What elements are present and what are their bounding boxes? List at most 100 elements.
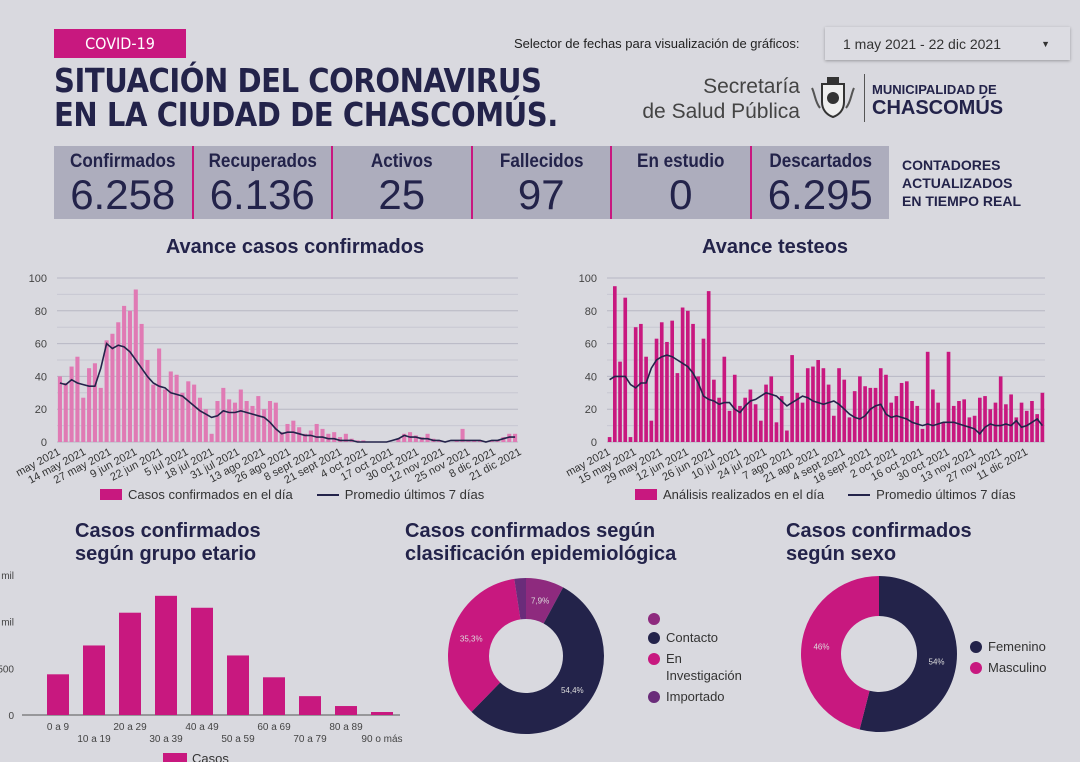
- bar: [816, 360, 821, 442]
- bar: [670, 320, 675, 442]
- secretaria-line-2: de Salud Pública: [642, 100, 800, 123]
- bar: [957, 401, 961, 442]
- kpi-descartados: Descartados 6.295: [752, 146, 890, 219]
- bar: [227, 399, 232, 442]
- chart-title-epi: Casos confirmados según clasificación ep…: [405, 520, 677, 565]
- epi-legend: Contacto En Investigación Importado: [648, 610, 751, 709]
- y-tick-label: 40: [35, 371, 47, 383]
- kpi-value: 6.295: [767, 171, 873, 218]
- bar: [826, 384, 831, 442]
- bar: [727, 410, 732, 442]
- bar: [75, 356, 80, 442]
- bar: [628, 437, 633, 442]
- legend-item: En Investigación: [648, 650, 751, 684]
- bar: [659, 322, 664, 442]
- municipality-logo: MUNICIPALIDAD DE CHASCOMÚS: [872, 80, 1003, 118]
- bar: [302, 433, 308, 442]
- bar: [633, 327, 638, 442]
- legend-testeos: Análisis realizados en el día Promedio úl…: [635, 487, 1016, 502]
- legend-item: Masculino: [970, 659, 1073, 676]
- bar: [925, 351, 930, 442]
- legend-bar-swatch: [635, 489, 657, 500]
- bar: [133, 289, 138, 442]
- legend-line-swatch: [316, 493, 339, 496]
- date-range-value: 1 may 2021 - 22 dic 2021: [843, 35, 1001, 52]
- donut-slice: [801, 576, 879, 730]
- legend-item: Contacto: [648, 629, 751, 646]
- municipal-crest-icon: [811, 77, 855, 119]
- bar: [936, 402, 940, 442]
- bar: [873, 387, 878, 442]
- x-tick-label: 0 a 9: [47, 722, 70, 733]
- legend-label: Importado: [666, 689, 725, 704]
- page-title: SITUACIÓN DEL CORONAVIRUS EN LA CIUDAD DE…: [54, 64, 558, 132]
- x-tick-label: 90 o más: [361, 734, 402, 745]
- bar: [291, 420, 296, 442]
- x-tick-label: 80 a 89: [329, 722, 363, 733]
- bar: [337, 437, 343, 442]
- bar: [57, 376, 62, 442]
- bar: [139, 323, 144, 442]
- bar: [343, 433, 348, 442]
- slice-label: 7,9%: [531, 596, 549, 605]
- bar: [607, 437, 612, 442]
- title-line-2: EN LA CIUDAD DE CHASCOMÚS.: [54, 95, 558, 134]
- kpi-label: Descartados: [768, 151, 872, 172]
- age-bar: [119, 612, 141, 715]
- bar: [998, 376, 1003, 442]
- legend-swatch: [163, 753, 187, 762]
- bar: [758, 420, 763, 442]
- bar: [790, 355, 794, 442]
- bar: [273, 402, 278, 442]
- y-tick-label: 80: [35, 306, 47, 318]
- bar: [831, 415, 836, 442]
- bar: [87, 368, 92, 442]
- bar: [197, 397, 203, 442]
- y-tick-label: 500: [0, 664, 14, 675]
- chart-title-age: Casos confirmados según grupo etario: [75, 520, 261, 565]
- bar: [1009, 394, 1013, 442]
- kpi-recuperados: Recuperados 6.136: [194, 146, 333, 219]
- bar: [209, 433, 214, 442]
- age-bar: [47, 674, 69, 715]
- bar: [1035, 414, 1040, 442]
- donut-slice: [859, 576, 957, 732]
- bar: [649, 420, 654, 442]
- legend-dot-icon: [648, 632, 660, 644]
- kpi-label: Recuperados: [208, 151, 317, 172]
- bar: [262, 409, 267, 442]
- bar: [122, 305, 127, 442]
- slice-label: 46%: [813, 643, 829, 652]
- secretaria-logo-text: Secretaría de Salud Pública: [640, 74, 800, 124]
- bar: [685, 310, 690, 442]
- legend-item: Importado: [648, 688, 751, 705]
- bar: [795, 392, 800, 442]
- bar: [215, 401, 220, 442]
- legend-item: Femenino: [970, 638, 1073, 655]
- bar: [623, 297, 628, 442]
- date-range-selector[interactable]: 1 may 2021 - 22 dic 2021 ▼: [825, 27, 1070, 60]
- bar: [104, 340, 109, 442]
- legend-label: Femenino: [988, 639, 1046, 654]
- sex-donut: 54% 46%: [801, 576, 957, 732]
- bar: [308, 430, 313, 442]
- bar: [192, 384, 197, 442]
- legend-label: En Investigación: [666, 651, 742, 683]
- bar: [413, 435, 418, 442]
- legend-label: [666, 610, 751, 625]
- donut-slice: [514, 578, 526, 620]
- bar: [884, 374, 888, 442]
- legend-dot-icon: [648, 653, 660, 665]
- bar: [753, 404, 758, 442]
- bar: [889, 402, 894, 442]
- bar: [701, 338, 706, 442]
- chart-title-confirmados: Avance casos confirmados: [165, 236, 425, 258]
- legend-item: [648, 610, 751, 625]
- bar: [706, 291, 711, 442]
- bar: [811, 366, 815, 442]
- covid-badge: COVID-19: [54, 29, 186, 58]
- bar: [805, 368, 810, 442]
- kpi-value: 97: [517, 171, 565, 218]
- bar: [1004, 404, 1008, 442]
